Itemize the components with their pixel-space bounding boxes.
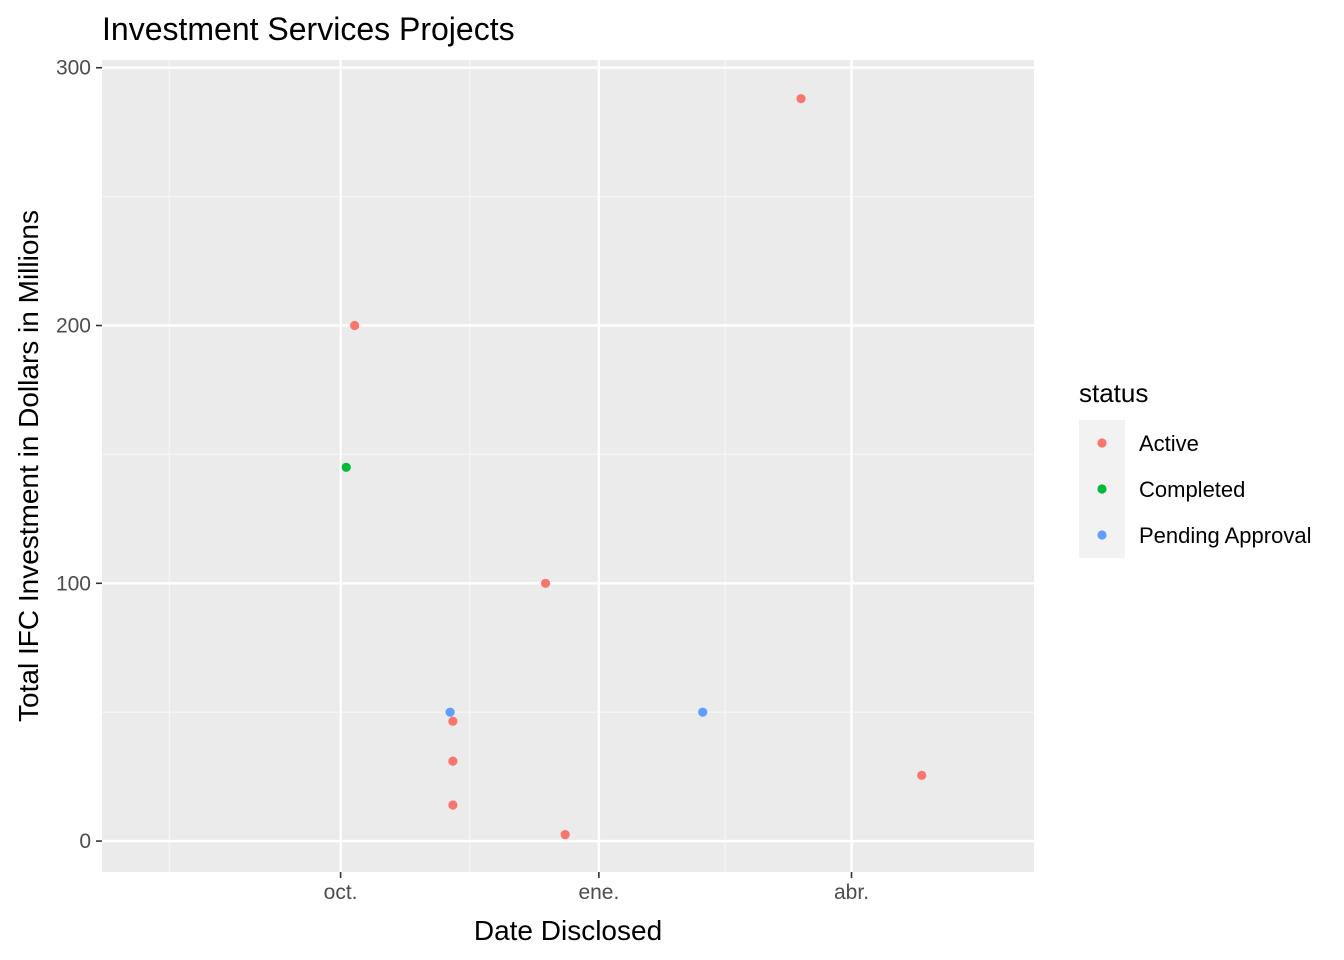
data-point xyxy=(448,716,458,726)
y-axis-title: Total IFC Investment in Dollars in Milli… xyxy=(13,210,44,722)
data-point xyxy=(796,94,806,104)
data-point xyxy=(698,707,708,717)
data-point xyxy=(448,756,458,766)
legend-label: Pending Approval xyxy=(1139,523,1311,548)
x-tick-label: ene. xyxy=(578,881,619,904)
legend-label: Active xyxy=(1139,431,1199,456)
legend-point xyxy=(1097,484,1107,494)
y-tick-label: 100 xyxy=(56,572,91,595)
minor-gridlines xyxy=(102,60,1034,872)
y-tick-label: 300 xyxy=(56,57,91,80)
y-tick-label: 0 xyxy=(79,830,91,853)
x-axis-title: Date Disclosed xyxy=(474,915,662,946)
x-axis: oct. ene. abr. xyxy=(324,872,869,904)
legend: status Active Completed Pending Approval xyxy=(1079,378,1311,558)
x-tick-label: abr. xyxy=(834,881,869,904)
data-point xyxy=(445,707,455,717)
legend-point xyxy=(1097,438,1107,448)
data-point xyxy=(350,320,360,331)
y-axis: 0 100 200 300 xyxy=(56,57,102,853)
major-gridlines xyxy=(102,60,1034,872)
plot-panel xyxy=(102,60,1034,872)
data-point xyxy=(448,800,458,810)
legend-label: Completed xyxy=(1139,477,1245,502)
y-tick-label: 200 xyxy=(56,315,91,338)
legend-point xyxy=(1097,530,1107,540)
data-point xyxy=(560,830,570,840)
legend-title: status xyxy=(1079,378,1148,408)
data-point xyxy=(917,770,927,780)
x-tick-label: oct. xyxy=(324,881,358,904)
data-points xyxy=(341,94,927,840)
data-point xyxy=(540,578,551,588)
chart-title: Investment Services Projects xyxy=(102,11,515,47)
data-point xyxy=(341,462,351,472)
